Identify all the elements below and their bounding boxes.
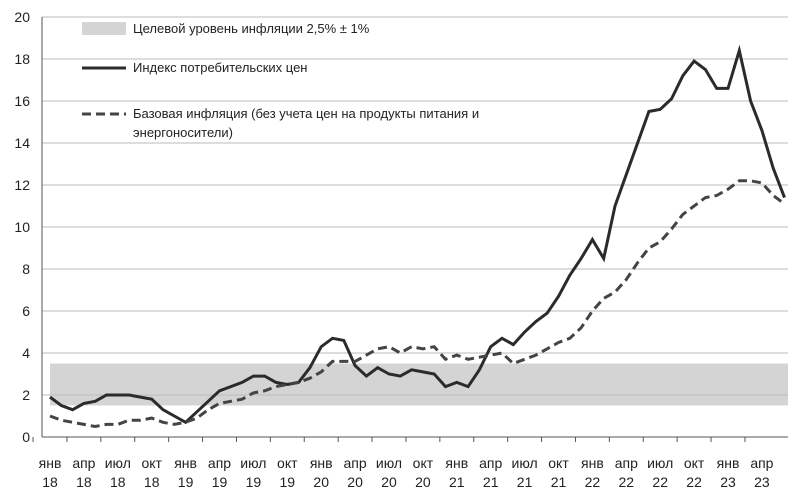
y-tick-label: 8 xyxy=(22,261,30,277)
x-tick-label-line: янв xyxy=(581,455,604,471)
x-tick-label-line: окт xyxy=(413,455,434,471)
x-tick-label-line: 18 xyxy=(144,474,160,490)
x-tick-label-line: июл xyxy=(376,455,402,471)
x-tick-label-line: окт xyxy=(141,455,162,471)
x-tick-label: апр 22 xyxy=(615,455,638,490)
x-tick-label-line: июл xyxy=(240,455,266,471)
x-tick-label-line: 18 xyxy=(110,474,126,490)
x-tick-label-line: 22 xyxy=(686,474,702,490)
y-tick-label: 4 xyxy=(22,345,30,361)
y-tick-label: 14 xyxy=(14,135,30,151)
x-tick-label-line: 18 xyxy=(42,474,58,490)
y-tick-label: 12 xyxy=(14,177,30,193)
x-tick-label-line: 23 xyxy=(720,474,736,490)
x-tick-label: июл 19 xyxy=(240,455,266,490)
legend-label-line: Индекс потребительских цен xyxy=(133,60,307,75)
x-tick-label-line: апр xyxy=(750,455,773,471)
y-tick-label: 18 xyxy=(14,51,30,67)
y-tick-label: 2 xyxy=(22,387,30,403)
x-tick-label-line: 20 xyxy=(381,474,397,490)
legend-label: Целевой уровень инфляции 2,5% ± 1% xyxy=(133,21,370,36)
x-tick-label: апр 20 xyxy=(344,455,367,490)
x-tick-label: окт 20 xyxy=(413,455,434,490)
x-tick-label: окт 19 xyxy=(277,455,298,490)
x-tick-label: янв 22 xyxy=(581,455,604,490)
legend-band-swatch xyxy=(82,22,126,35)
legend-label-line: Базовая инфляция (без учета цен на проду… xyxy=(133,106,479,121)
x-tick-label: янв 21 xyxy=(445,455,468,490)
x-tick-label-line: янв xyxy=(445,455,468,471)
y-tick-label: 16 xyxy=(14,93,30,109)
y-tick-label: 10 xyxy=(14,219,30,235)
legend-label: Индекс потребительских цен xyxy=(133,60,307,75)
x-tick-label: янв 23 xyxy=(717,455,740,490)
series-line xyxy=(49,44,786,425)
x-tick-label-line: апр xyxy=(208,455,231,471)
x-tick-label-line: 19 xyxy=(178,474,194,490)
x-tick-label-line: 22 xyxy=(585,474,601,490)
x-tick-label: янв 20 xyxy=(310,455,333,490)
x-tick-label: апр 21 xyxy=(479,455,502,490)
x-tick-label-line: янв xyxy=(310,455,333,471)
x-tick-label-line: 23 xyxy=(754,474,770,490)
y-tick-label: 0 xyxy=(22,429,30,445)
x-tick-label-line: апр xyxy=(72,455,95,471)
x-tick-label-line: 21 xyxy=(551,474,567,490)
x-tick-label-line: янв xyxy=(717,455,740,471)
x-tick-label: апр 19 xyxy=(208,455,231,490)
x-tick-label: июл 18 xyxy=(105,455,131,490)
x-tick-label-line: янв xyxy=(174,455,197,471)
x-tick-label-line: 20 xyxy=(415,474,431,490)
x-tick-label-line: июл xyxy=(647,455,673,471)
x-tick-label-line: 22 xyxy=(619,474,635,490)
x-tick-label-line: окт xyxy=(684,455,705,471)
x-tick-label-line: 21 xyxy=(517,474,533,490)
legend-label: Базовая инфляция (без учета цен на проду… xyxy=(133,106,479,140)
x-tick-label: янв 19 xyxy=(174,455,197,490)
x-tick-label-line: 21 xyxy=(483,474,499,490)
x-tick-label-line: 22 xyxy=(652,474,668,490)
y-tick-label: 20 xyxy=(14,9,30,25)
x-tick-label-line: апр xyxy=(344,455,367,471)
x-tick-label: янв 18 xyxy=(39,455,62,490)
x-tick-label-line: июл xyxy=(105,455,131,471)
x-tick-label-line: окт xyxy=(548,455,569,471)
x-tick-label: июл 20 xyxy=(376,455,402,490)
x-tick-label-line: апр xyxy=(479,455,502,471)
x-tick-label-line: 20 xyxy=(313,474,329,490)
x-tick-label-line: 21 xyxy=(449,474,465,490)
x-tick-label-line: 19 xyxy=(212,474,228,490)
x-tick-label-line: 19 xyxy=(246,474,262,490)
x-tick-label-line: 20 xyxy=(347,474,363,490)
x-tick-label-line: июл xyxy=(512,455,538,471)
x-tick-label: окт 21 xyxy=(548,455,569,490)
x-tick-label-line: 19 xyxy=(280,474,296,490)
series-line xyxy=(49,179,786,429)
x-tick-label-line: апр xyxy=(615,455,638,471)
x-tick-label: окт 18 xyxy=(141,455,162,490)
x-tick-label-line: 18 xyxy=(76,474,92,490)
x-tick-label-line: янв xyxy=(39,455,62,471)
legend-label-line: энергоносители) xyxy=(133,125,233,140)
x-tick-label: июл 21 xyxy=(512,455,538,490)
x-tick-label: апр 18 xyxy=(72,455,95,490)
x-tick-label: июл 22 xyxy=(647,455,673,490)
x-tick-label-line: окт xyxy=(277,455,298,471)
x-tick-label: окт 22 xyxy=(684,455,705,490)
x-tick-label: апр 23 xyxy=(750,455,773,490)
y-tick-label: 6 xyxy=(22,303,30,319)
